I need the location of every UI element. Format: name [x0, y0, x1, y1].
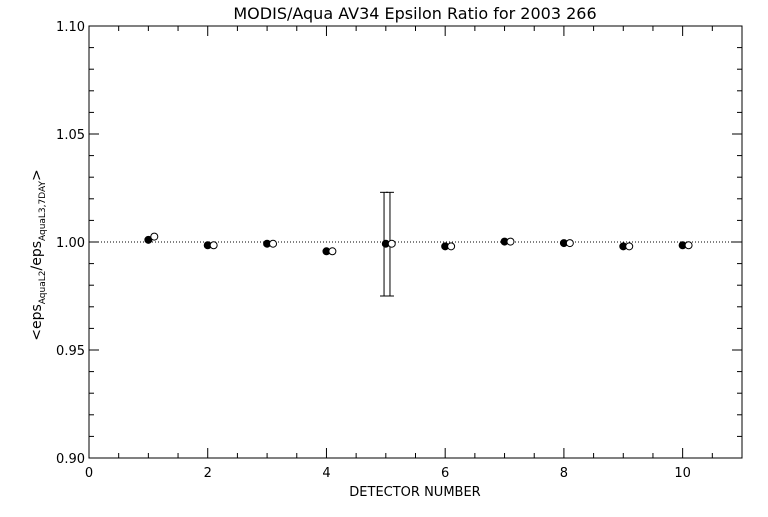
x-tick-label: 2 [204, 466, 212, 481]
open-data-point [269, 239, 278, 248]
open-data-point [684, 241, 693, 250]
open-data-point [625, 242, 634, 251]
y-tick-label: 0.95 [56, 344, 85, 359]
y-axis-label-part: /eps [29, 241, 45, 271]
y-axis-label: <epsAquaL2/epsAquaL3,7DAY> [29, 169, 48, 340]
open-data-point [506, 237, 515, 246]
open-data-point [387, 239, 396, 248]
open-data-point [447, 242, 456, 251]
chart-title: MODIS/Aqua AV34 Epsilon Ratio for 2003 2… [233, 4, 596, 23]
y-axis-label-part: <eps [29, 304, 45, 341]
open-data-point [565, 239, 574, 248]
x-tick-label: 10 [674, 466, 691, 481]
filled-data-point [144, 235, 153, 244]
y-axis-label-subscript: AquaL3,7DAY [38, 181, 48, 241]
x-tick-label: 0 [85, 466, 93, 481]
x-tick-label: 4 [322, 466, 330, 481]
y-axis-label-part: > [29, 169, 45, 181]
x-axis-label: DETECTOR NUMBER [349, 485, 480, 500]
x-tick-label: 8 [560, 466, 568, 481]
open-data-point [328, 247, 337, 256]
x-tick-label: 6 [441, 466, 449, 481]
y-axis-label-subscript: AquaL2 [38, 271, 48, 305]
y-tick-label: 0.90 [56, 452, 85, 467]
open-data-point [209, 241, 218, 250]
y-tick-label: 1.05 [56, 128, 85, 143]
plot-area: 0 2 4 6 8 10 0.90 0.95 1.00 1.05 1.10 [56, 20, 743, 481]
open-data-point [150, 232, 159, 241]
y-tick-label: 1.10 [56, 20, 85, 35]
y-tick-label: 1.00 [56, 236, 85, 251]
